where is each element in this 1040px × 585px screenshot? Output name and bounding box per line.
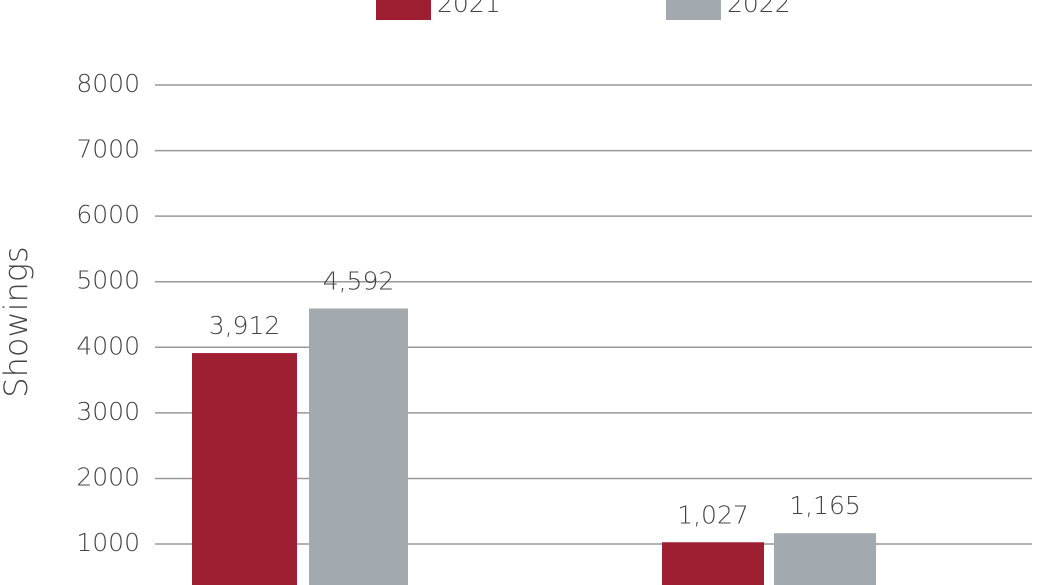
legend-swatch xyxy=(666,0,721,20)
bar xyxy=(192,353,297,585)
bar xyxy=(774,533,876,585)
value-label: 1,165 xyxy=(789,491,861,520)
bar xyxy=(662,542,764,585)
bar xyxy=(309,308,408,585)
y-tick-label: 2000 xyxy=(76,462,140,491)
y-tick-label: 8000 xyxy=(76,69,140,98)
y-tick-label: 1000 xyxy=(76,528,140,557)
legend-label: 2021 xyxy=(437,0,501,18)
y-tick-label: 7000 xyxy=(76,135,140,164)
y-tick-label: 3000 xyxy=(76,397,140,426)
legend-label: 2022 xyxy=(727,0,791,18)
legend-swatch xyxy=(376,0,431,20)
y-tick-label: 6000 xyxy=(76,200,140,229)
value-label: 4,592 xyxy=(323,266,395,295)
y-axis-label: Showings xyxy=(0,246,35,397)
y-tick-label: 4000 xyxy=(76,331,140,360)
y-tick-label: 5000 xyxy=(76,266,140,295)
value-label: 3,912 xyxy=(209,311,281,340)
value-label: 1,027 xyxy=(677,500,749,529)
